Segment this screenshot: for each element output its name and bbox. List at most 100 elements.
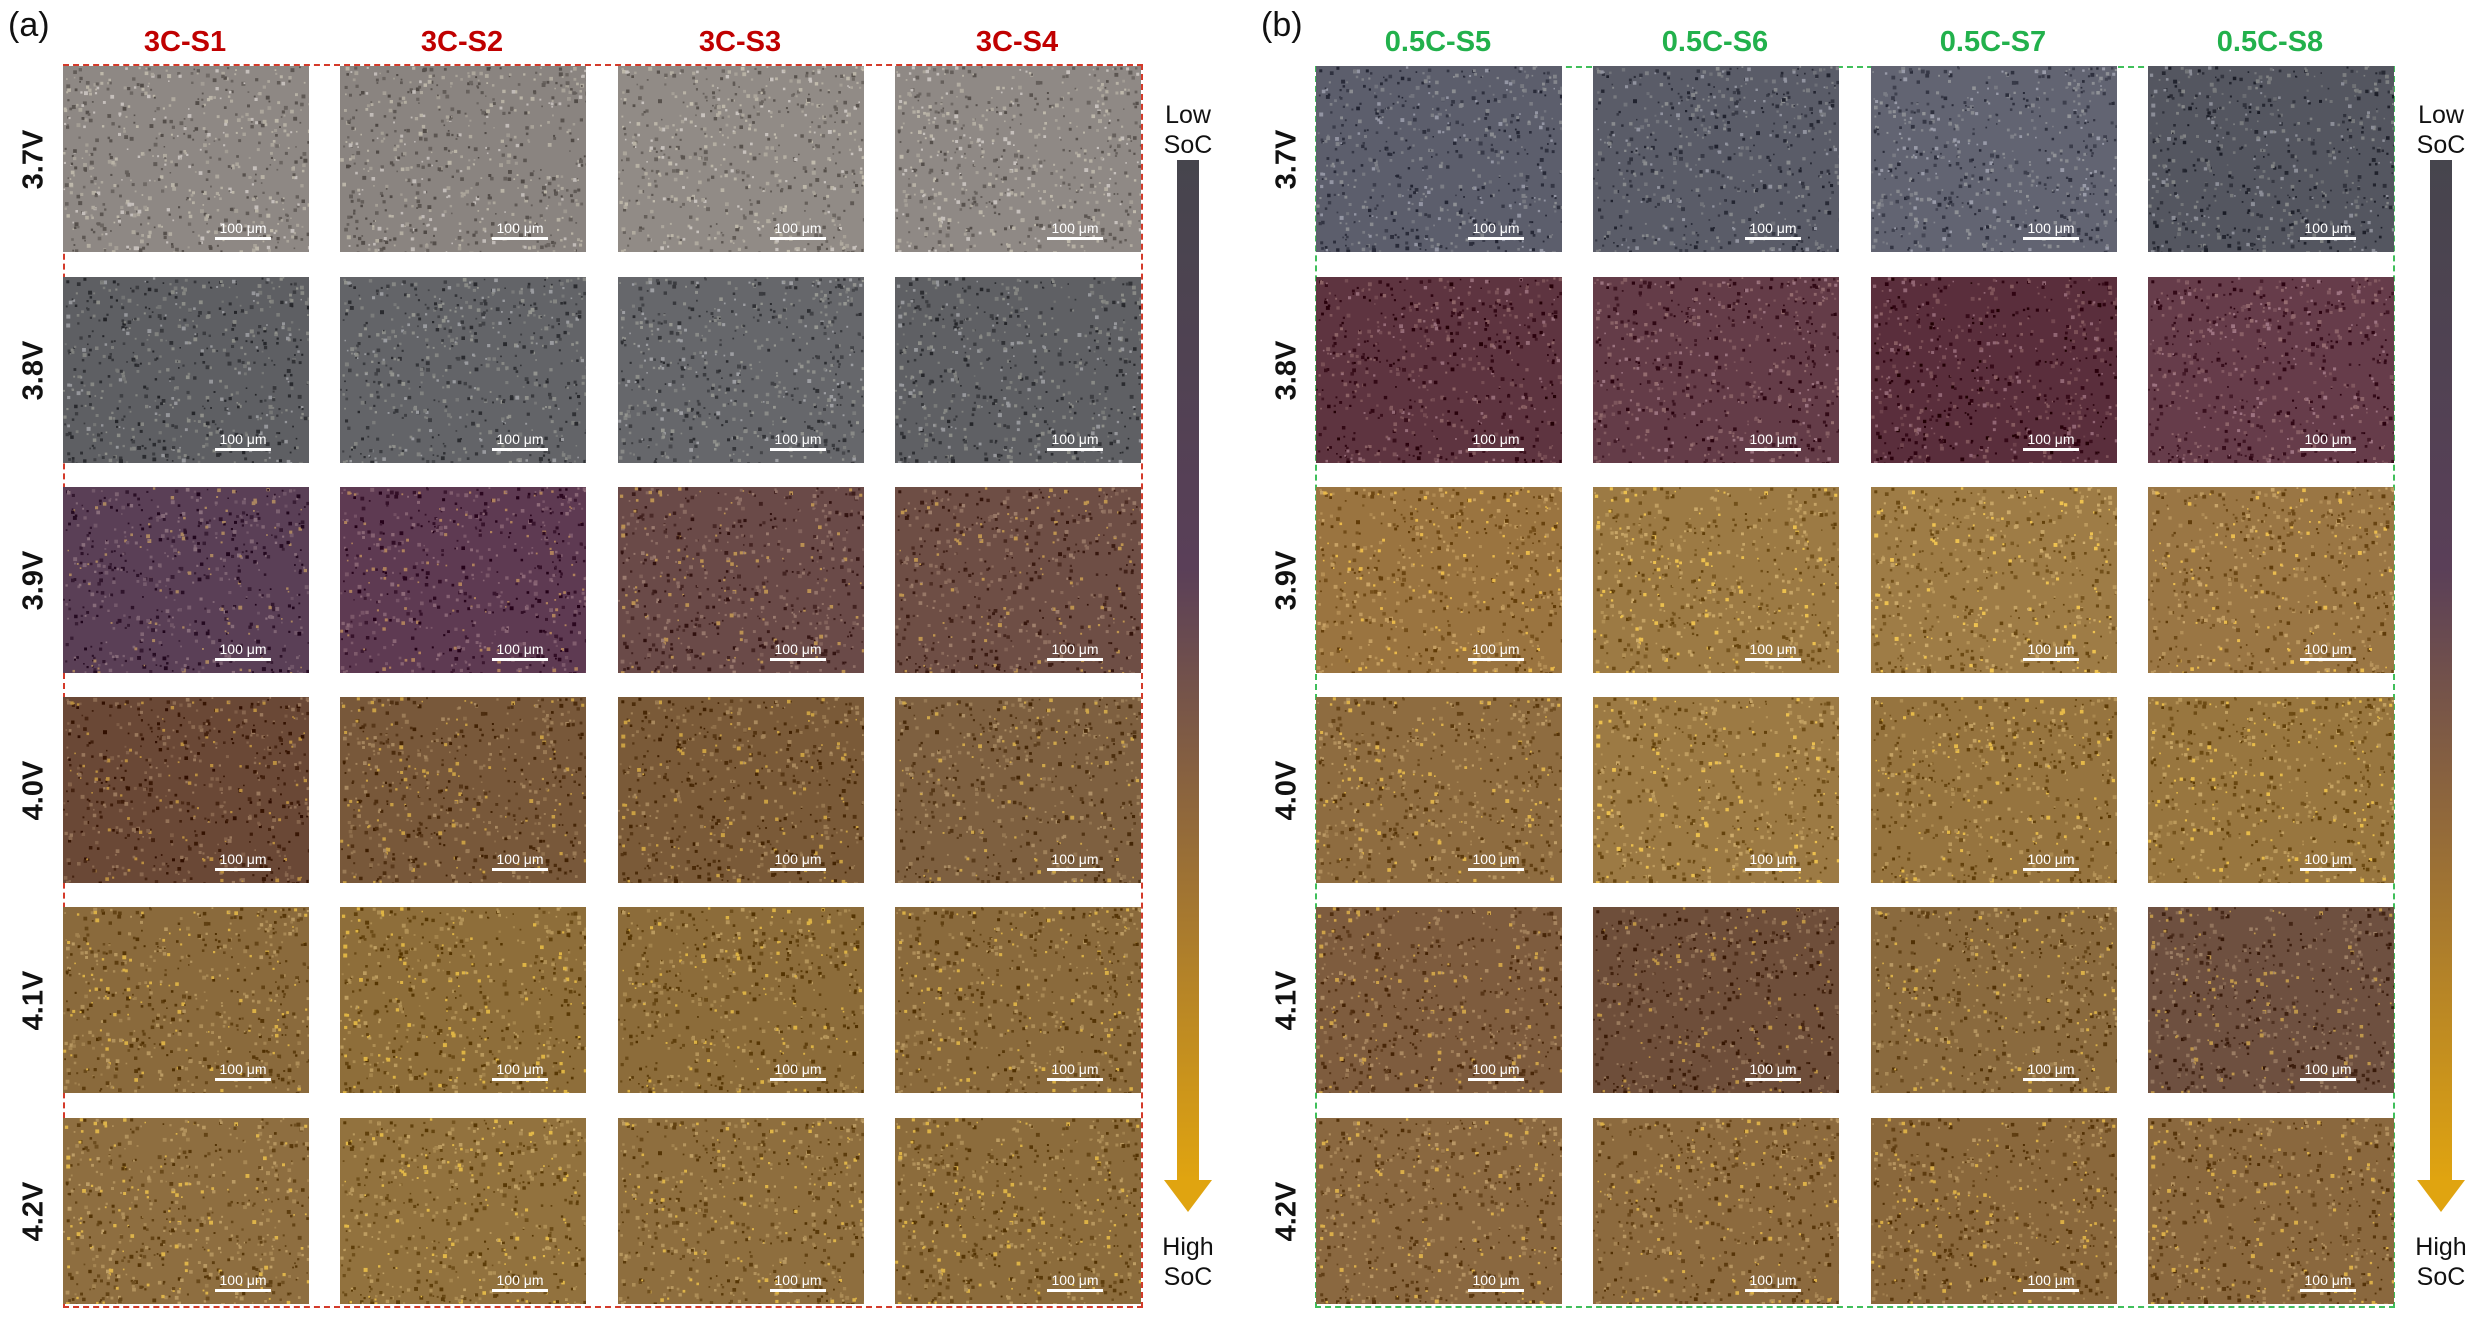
scale-bar-label: 100 μm [1047, 431, 1103, 447]
row-header: 4.2V [1257, 1182, 1307, 1242]
scale-bar-label: 100 μm [1745, 1061, 1801, 1077]
scale-bar-label: 100 μm [1047, 220, 1103, 236]
row-header: 3.9V [4, 551, 54, 611]
scale-bar: 100 μm [215, 431, 271, 451]
soc-high-label: High SoC [1133, 1232, 1243, 1292]
scale-bar-label: 100 μm [770, 641, 826, 657]
scale-bar: 100 μm [215, 220, 271, 240]
micrograph-tile: 100 μm [1593, 907, 1839, 1093]
scale-bar-label: 100 μm [492, 431, 548, 447]
scale-bar-line [215, 868, 271, 871]
scale-bar-line [2300, 1078, 2356, 1081]
micrograph-tile: 100 μm [2148, 487, 2394, 673]
scale-bar: 100 μm [215, 1061, 271, 1081]
micrograph-tile: 100 μm [2148, 907, 2394, 1093]
row-header-label: 3.9V [17, 551, 50, 611]
scale-bar-label: 100 μm [770, 851, 826, 867]
micrograph-tile: 100 μm [1593, 697, 1839, 883]
micrograph-tile: 100 μm [1316, 487, 1562, 673]
scale-bar-label: 100 μm [1047, 1061, 1103, 1077]
row-header-label: 3.8V [17, 341, 50, 401]
micrograph-tile: 100 μm [1593, 66, 1839, 252]
scale-bar: 100 μm [492, 851, 548, 871]
row-header: 3.8V [4, 341, 54, 401]
scale-bar-label: 100 μm [2300, 1061, 2356, 1077]
scale-bar: 100 μm [1468, 851, 1524, 871]
scale-bar-label: 100 μm [2300, 220, 2356, 236]
scale-bar-line [770, 237, 826, 240]
micrograph-tile: 100 μm [63, 277, 309, 463]
panel-frame [63, 64, 1143, 1308]
scale-bar-label: 100 μm [2023, 1272, 2079, 1288]
micrograph-tile: 100 μm [2148, 1118, 2394, 1304]
scale-bar-label: 100 μm [1468, 851, 1524, 867]
micrograph-tile: 100 μm [340, 907, 586, 1093]
scale-bar: 100 μm [770, 431, 826, 451]
scale-bar-line [492, 658, 548, 661]
scale-bar: 100 μm [1468, 220, 1524, 240]
scale-bar-label: 100 μm [492, 220, 548, 236]
scale-bar-line [1468, 448, 1524, 451]
micrograph-tile: 100 μm [1871, 1118, 2117, 1304]
micrograph-tile: 100 μm [1871, 697, 2117, 883]
scale-bar: 100 μm [1047, 1272, 1103, 1292]
scale-bar-line [492, 448, 548, 451]
soc-high-word: High [1133, 1232, 1243, 1262]
scale-bar-label: 100 μm [1745, 1272, 1801, 1288]
micrograph-tile: 100 μm [618, 277, 864, 463]
row-header: 3.8V [1257, 341, 1307, 401]
scale-bar-line [1047, 1289, 1103, 1292]
panel-a: (a) 3C-S1 3C-S2 3C-S3 3C-S4 3.7V 3.8V 3.9V 4.0V… [0, 0, 1230, 1335]
scale-bar-label: 100 μm [2300, 1272, 2356, 1288]
scale-bar-label: 100 μm [492, 851, 548, 867]
row-header-label: 4.1V [17, 971, 50, 1031]
scale-bar-line [2300, 1289, 2356, 1292]
micrograph-tile: 100 μm [340, 66, 586, 252]
scale-bar: 100 μm [2300, 1272, 2356, 1292]
scale-bar: 100 μm [2300, 220, 2356, 240]
scale-bar-label: 100 μm [215, 220, 271, 236]
scale-bar: 100 μm [215, 1272, 271, 1292]
soc-low-word: SoC [1133, 130, 1243, 160]
scale-bar-label: 100 μm [770, 1272, 826, 1288]
micrograph-tile: 100 μm [895, 907, 1141, 1093]
scale-bar-line [2023, 658, 2079, 661]
scale-bar-line [1745, 1289, 1801, 1292]
column-header: 0.5C-S5 [1316, 26, 1560, 59]
scale-bar: 100 μm [2023, 1272, 2079, 1292]
scale-bar-label: 100 μm [1468, 641, 1524, 657]
soc-gradient-bar [1177, 160, 1199, 1180]
scale-bar-label: 100 μm [1047, 851, 1103, 867]
scale-bar-label: 100 μm [1468, 220, 1524, 236]
scale-bar-line [1468, 658, 1524, 661]
scale-bar: 100 μm [1468, 1061, 1524, 1081]
micrograph-tile: 100 μm [1871, 277, 2117, 463]
scale-bar-line [492, 868, 548, 871]
scale-bar-line [770, 658, 826, 661]
column-header: 0.5C-S6 [1593, 26, 1837, 59]
soc-high-word: High [2386, 1232, 2485, 1262]
row-header: 3.7V [1257, 130, 1307, 190]
scale-bar: 100 μm [1047, 220, 1103, 240]
micrograph-tile: 100 μm [618, 697, 864, 883]
column-header: 3C-S2 [340, 26, 584, 59]
scale-bar-line [215, 658, 271, 661]
micrograph-tile: 100 μm [1871, 907, 2117, 1093]
scale-bar-line [1047, 1078, 1103, 1081]
scale-bar-label: 100 μm [215, 851, 271, 867]
micrograph-tile: 100 μm [340, 487, 586, 673]
scale-bar: 100 μm [1468, 431, 1524, 451]
micrograph-tile: 100 μm [1316, 1118, 1562, 1304]
scale-bar-label: 100 μm [215, 431, 271, 447]
scale-bar: 100 μm [2023, 1061, 2079, 1081]
scale-bar: 100 μm [1745, 1272, 1801, 1292]
scale-bar-line [492, 1078, 548, 1081]
scale-bar-line [770, 1289, 826, 1292]
scale-bar: 100 μm [1745, 431, 1801, 451]
scale-bar: 100 μm [2300, 431, 2356, 451]
micrograph-tile: 100 μm [63, 697, 309, 883]
row-header-label: 3.8V [1270, 341, 1303, 401]
scale-bar-line [2300, 658, 2356, 661]
micrograph-tile: 100 μm [1593, 1118, 1839, 1304]
soc-high-label: High SoC [2386, 1232, 2485, 1292]
